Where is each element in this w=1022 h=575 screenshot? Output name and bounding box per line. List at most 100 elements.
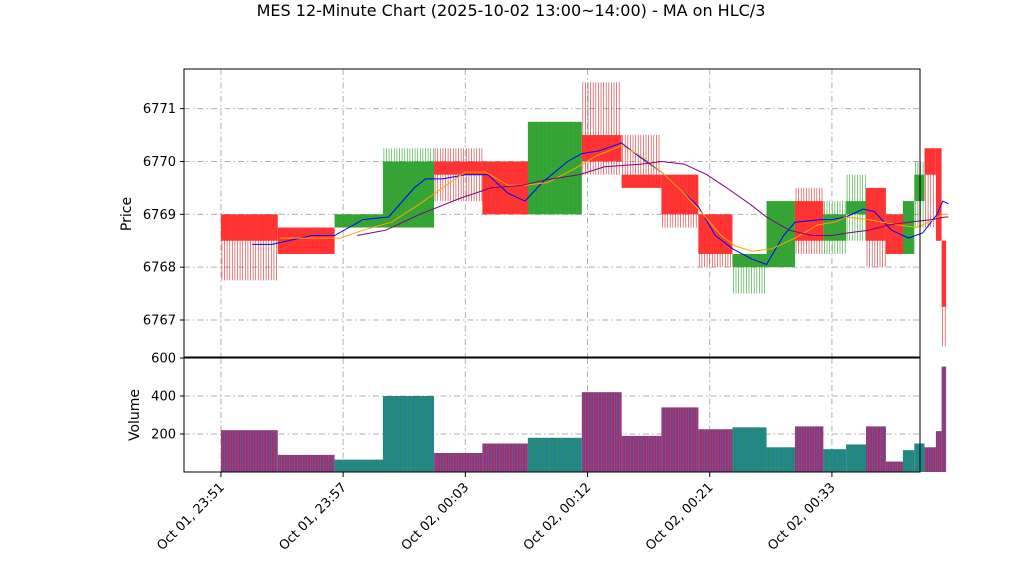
- price-y-ticks: 6767 6768 6769 6770 6771: [143, 102, 184, 329]
- candle-body: [914, 174, 925, 202]
- volume-bar: [661, 407, 699, 472]
- volume-bar: [527, 437, 582, 472]
- candle-body: [941, 240, 947, 307]
- x-tick-label: Oct 02, 00:21: [643, 480, 716, 553]
- x-tick-label: Oct 01, 23:57: [277, 480, 350, 553]
- candle-body: [661, 174, 699, 215]
- candle-body: [434, 161, 483, 175]
- volume-bar: [581, 392, 622, 472]
- candle-body: [482, 161, 528, 215]
- candle-down: [621, 135, 662, 188]
- volume-bar: [924, 447, 936, 472]
- price-plot-frame: [183, 68, 921, 358]
- volume-bar: [732, 427, 767, 472]
- volume-bar-fill: [334, 459, 383, 472]
- moving-average-line: [357, 160, 949, 236]
- candle-down: [935, 148, 942, 241]
- volume-bar: [935, 431, 942, 472]
- price-tick-label: 6767: [143, 314, 176, 329]
- candle-body: [732, 253, 767, 268]
- volume-bar-fill: [902, 450, 915, 472]
- volume-bar: [698, 429, 733, 472]
- volume-bar: [621, 435, 662, 472]
- candle-body: [621, 174, 662, 188]
- volume-bar: [766, 447, 795, 472]
- volume-bar-fill: [941, 366, 947, 472]
- candle-down: [866, 187, 886, 268]
- volume-bar-fill: [581, 392, 622, 472]
- x-axis-ticks: Oct 01, 23:51 Oct 01, 23:57 Oct 02, 00:03 O…: [154, 472, 839, 554]
- moving-average-line: [280, 145, 949, 252]
- volume-bar: [382, 396, 435, 472]
- x-tick-label: Oct 02, 00:03: [399, 480, 472, 553]
- candle-up: [527, 121, 582, 215]
- candle-body: [698, 214, 733, 254]
- volume-tick-label: 600: [151, 352, 176, 367]
- volume-bar: [220, 430, 278, 472]
- volume-bar-fill: [914, 443, 925, 472]
- candle-body: [846, 201, 867, 215]
- price-panel: 6767 6768 6769 6770 6771 Price: [119, 68, 949, 358]
- volume-bar: [914, 443, 925, 472]
- volume-bar: [334, 459, 384, 472]
- volume-panel: 200 400 600 Volume: [127, 352, 947, 473]
- price-tick-label: 6771: [143, 102, 176, 117]
- price-tick-label: 6769: [143, 208, 176, 223]
- volume-tick-label: 200: [151, 428, 176, 443]
- volume-bar: [434, 453, 483, 472]
- candle-down: [220, 214, 278, 281]
- candle-body: [334, 214, 383, 228]
- volume-bar: [902, 450, 915, 472]
- volume-bar: [794, 426, 824, 472]
- candle-up: [902, 201, 915, 254]
- volume-bar-fill: [866, 426, 886, 472]
- volume-bar: [866, 426, 886, 472]
- moving-average-lines: [252, 142, 949, 266]
- volume-bar: [823, 449, 847, 472]
- candle-down: [482, 161, 528, 215]
- candle-body: [527, 121, 582, 215]
- x-tick-label: Oct 02, 00:33: [765, 480, 838, 553]
- volume-bar: [846, 444, 867, 472]
- volume-bar: [885, 461, 904, 472]
- volume-bar-fill: [220, 430, 278, 472]
- volume-bar: [941, 366, 947, 472]
- candle-up: [914, 161, 925, 228]
- candle-up: [766, 201, 795, 268]
- candle-down: [924, 148, 936, 228]
- candle-body: [220, 214, 278, 241]
- volume-plot-frame: [183, 357, 921, 473]
- candle-body: [935, 148, 942, 241]
- candle-down: [941, 240, 947, 347]
- volume-bar-fill: [935, 431, 942, 472]
- volume-bar-fill: [382, 396, 435, 472]
- x-tick-label: Oct 01, 23:51: [154, 480, 227, 553]
- volume-bar-fill: [885, 461, 903, 472]
- candle-up: [732, 253, 767, 294]
- candle-body: [924, 148, 936, 175]
- x-tick-label: Oct 02, 00:12: [521, 480, 594, 553]
- volume-bar-fill: [846, 444, 867, 472]
- candle-up: [823, 201, 847, 254]
- volume-bar: [482, 443, 528, 472]
- volume-bar-fill: [924, 447, 936, 472]
- price-tick-label: 6770: [143, 155, 176, 170]
- volume-bar-fill: [434, 453, 483, 472]
- volume-bars: [220, 366, 947, 472]
- volume-bar: [277, 454, 335, 472]
- candle-up: [334, 214, 383, 228]
- price-tick-label: 6768: [143, 261, 176, 276]
- candle-body: [902, 201, 915, 254]
- candles: [220, 82, 947, 347]
- volume-bar-fill: [621, 435, 662, 472]
- volume-tick-label: 400: [151, 390, 176, 405]
- candle-down: [661, 174, 699, 228]
- candle-down: [698, 214, 733, 268]
- volume-bar-fill: [661, 407, 699, 472]
- candle-up: [846, 174, 867, 241]
- candle-body: [866, 187, 886, 241]
- volume-y-ticks: 200 400 600: [151, 352, 184, 443]
- chart-title: MES 12-Minute Chart (2025-10-02 13:00~14…: [257, 1, 766, 20]
- price-axis-label: Price: [119, 197, 135, 231]
